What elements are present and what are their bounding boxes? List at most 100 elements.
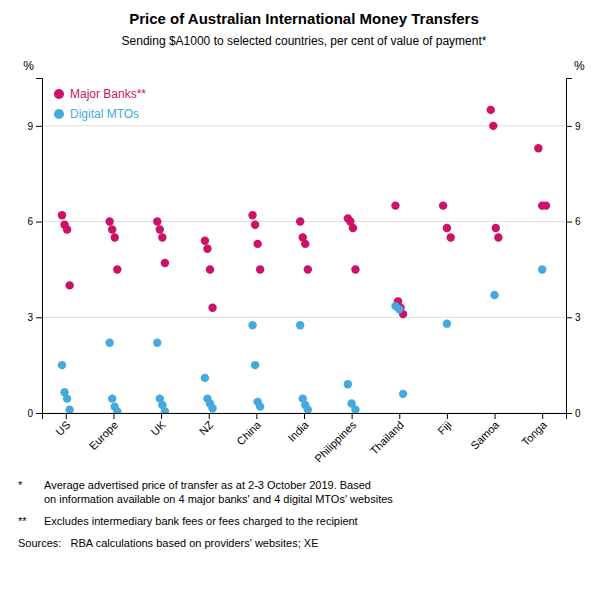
tick-label: 6 xyxy=(27,216,33,227)
tick: India xyxy=(285,413,311,444)
point xyxy=(158,233,166,241)
grid-line xyxy=(42,317,566,318)
point xyxy=(494,233,502,241)
tick: Europe xyxy=(87,413,121,452)
tick-mark xyxy=(447,413,448,419)
point xyxy=(206,265,214,273)
series xyxy=(58,106,550,319)
tick-mark xyxy=(304,413,305,419)
subtitle: Sending $A1000 to selected countries, pe… xyxy=(122,34,487,48)
tick-mark xyxy=(209,413,210,419)
tick: 3 xyxy=(566,312,581,323)
axis-line xyxy=(567,79,573,414)
tick-label: China xyxy=(234,418,263,447)
tick-label: 3 xyxy=(27,312,33,323)
tick-label: Europe xyxy=(87,419,121,453)
point xyxy=(301,240,309,248)
point xyxy=(108,225,116,233)
tick-label: India xyxy=(285,418,311,444)
tick-mark xyxy=(399,413,400,419)
tick-mark xyxy=(66,413,67,419)
point xyxy=(161,407,169,413)
point xyxy=(395,305,403,313)
point xyxy=(439,201,447,209)
footnote: Excludes intermediary bank fees or fees … xyxy=(44,515,358,527)
tick-label: 6 xyxy=(575,216,581,227)
point xyxy=(251,221,259,229)
tick: 9 xyxy=(27,121,42,132)
point xyxy=(108,394,116,402)
tick-mark xyxy=(495,413,496,419)
tick-mark xyxy=(256,413,257,419)
tick-label: Thailand xyxy=(368,419,406,457)
legend-swatch xyxy=(54,109,64,119)
axis-line xyxy=(43,414,567,420)
point xyxy=(351,406,359,413)
tick: NZ xyxy=(197,413,216,437)
footnote: Sources: RBA calculations based on provi… xyxy=(18,537,318,549)
point xyxy=(248,211,256,219)
tick-mark xyxy=(566,222,572,223)
point xyxy=(111,233,119,241)
point xyxy=(296,217,304,225)
point xyxy=(113,265,121,273)
chart: Price of Australian International Money … xyxy=(0,0,608,591)
footnote-line: Sources: RBA calculations based on provi… xyxy=(18,537,318,549)
y-axis-label: % xyxy=(23,59,34,73)
y2-axis: 0 3 6 9 xyxy=(566,79,581,419)
point xyxy=(208,304,216,312)
series xyxy=(58,265,547,413)
point xyxy=(443,319,451,327)
point xyxy=(443,224,451,232)
point xyxy=(344,380,352,388)
legend-swatch xyxy=(54,89,64,99)
tick-label: 9 xyxy=(575,121,581,132)
point xyxy=(248,321,256,329)
point xyxy=(63,225,71,233)
tick: Tonga xyxy=(519,413,549,448)
point xyxy=(447,233,455,241)
point xyxy=(113,407,121,413)
tick-mark xyxy=(36,126,42,127)
point xyxy=(492,224,500,232)
grid xyxy=(42,126,566,413)
axis-line xyxy=(36,79,43,414)
tick: Samoa xyxy=(468,413,502,452)
point xyxy=(105,217,113,225)
point xyxy=(105,339,113,347)
point xyxy=(349,224,357,232)
tick-mark xyxy=(566,317,572,318)
point xyxy=(203,244,211,252)
tick: Philippines xyxy=(312,413,358,465)
point xyxy=(201,374,209,382)
footnote-line: on information available on 4 major bank… xyxy=(44,493,393,505)
point xyxy=(65,281,73,289)
point xyxy=(538,265,546,273)
point xyxy=(304,406,312,413)
grid-line xyxy=(42,125,566,126)
tick: 3 xyxy=(27,312,42,323)
marks xyxy=(58,106,550,413)
legend: Major Banks**Digital MTOs xyxy=(54,87,146,121)
tick-mark xyxy=(36,413,42,414)
point xyxy=(304,265,312,273)
point xyxy=(156,225,164,233)
y2-axis-label: % xyxy=(574,59,585,73)
tick: China xyxy=(234,413,263,447)
tick-label: Philippines xyxy=(312,418,358,464)
point xyxy=(296,321,304,329)
footnotes: *Average advertised price of transfer as… xyxy=(18,479,393,549)
plot: 03690369USEuropeUKNZChinaIndiaPhilippine… xyxy=(23,59,585,465)
legend-label: Digital MTOs xyxy=(70,107,139,121)
point xyxy=(399,390,407,398)
y-axis: 0 3 6 9 xyxy=(27,79,42,419)
point xyxy=(489,122,497,130)
tick-label: NZ xyxy=(197,418,216,437)
tick: 0 xyxy=(27,408,42,419)
point xyxy=(208,404,216,412)
tick-label: Tonga xyxy=(519,418,549,448)
tick: 0 xyxy=(566,408,581,419)
x-axis: USEuropeUKNZChinaIndiaPhilippinesThailan… xyxy=(43,413,567,465)
tick: Fiji xyxy=(435,413,453,437)
tick: UK xyxy=(149,413,169,438)
